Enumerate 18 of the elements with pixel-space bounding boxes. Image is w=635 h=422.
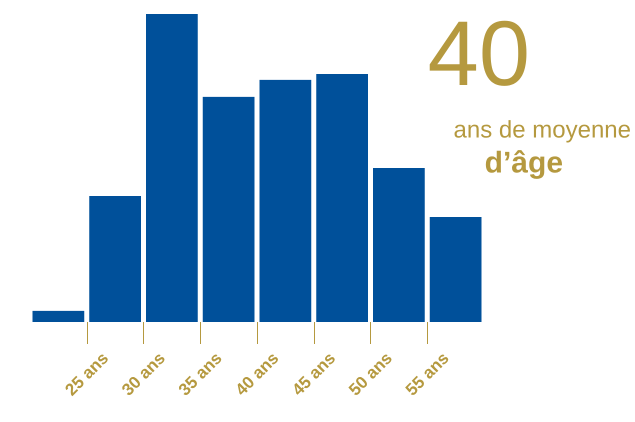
bar [32, 310, 84, 322]
bar [146, 14, 198, 322]
bar [89, 196, 141, 322]
x-tick-label: 25 ans [61, 348, 112, 400]
text: d’âge [484, 146, 564, 180]
bar [430, 216, 482, 322]
x-tick-label: 50 ans [345, 348, 396, 400]
bar [202, 96, 254, 322]
x-tick-label: 55 ans [402, 348, 453, 400]
x-tick-label: 35 ans [174, 348, 226, 400]
x-tick-label: 40 ans [232, 348, 282, 400]
bar [260, 80, 312, 322]
x-tick-label: 45 ans [288, 348, 340, 400]
annotation: ans de moyenne [454, 116, 632, 144]
annotation: 40 [428, 3, 530, 105]
bar [373, 168, 425, 322]
x-tick-label: 30 ans [118, 348, 169, 400]
bar [316, 74, 368, 322]
